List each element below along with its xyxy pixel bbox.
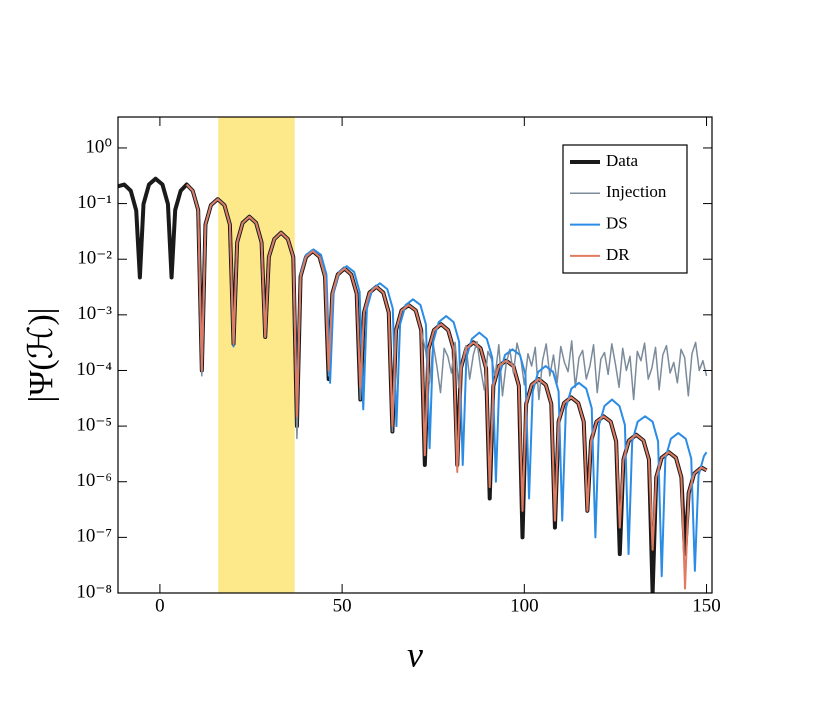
x-tick-label: 150	[692, 595, 721, 616]
legend: Data Injection DS DR	[570, 151, 667, 264]
y-tick-label: 10⁻²	[77, 248, 112, 269]
x-tick-label: 0	[155, 595, 165, 616]
x-tick-label: 50	[333, 595, 352, 616]
background-layer	[218, 117, 295, 593]
y-tick-label: 10⁰	[85, 136, 112, 157]
y-tick-label: 10⁻³	[77, 303, 112, 324]
y-tick-label: 10⁻⁸	[76, 581, 112, 602]
lines-layer	[118, 176, 708, 593]
y-axis-label: |Ψ(ℋ)|	[23, 308, 60, 403]
axes-layer: 0 50 100 150 10⁰ 10⁻¹ 10⁻² 10⁻³ 10⁻⁴ 10⁻⁵ 10⁻⁶ 10⁻⁷…	[76, 117, 721, 616]
shaded-region	[218, 117, 295, 593]
plot-frame	[117, 116, 713, 594]
legend-label: DS	[606, 214, 628, 233]
legend-label: Injection	[606, 182, 667, 201]
legend-label: Data	[606, 151, 639, 170]
y-tick-label: 10⁻⁵	[76, 414, 112, 435]
series-line	[185, 183, 708, 590]
x-axis-label: v	[407, 634, 423, 674]
y-tick-label: 10⁻¹	[77, 192, 112, 213]
legend-box	[562, 144, 688, 274]
y-tick-label: 10⁻⁶	[76, 470, 112, 491]
x-tick-label: 100	[510, 595, 539, 616]
y-tick-label: 10⁻⁷	[76, 526, 112, 547]
legend-label: DR	[606, 245, 630, 264]
y-tick-label: 10⁻⁴	[76, 359, 112, 380]
